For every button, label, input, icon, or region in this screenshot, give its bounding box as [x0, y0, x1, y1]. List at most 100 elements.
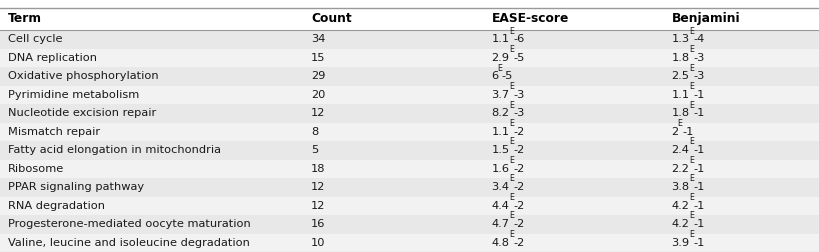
Text: 1.8: 1.8 [672, 108, 690, 118]
Text: 4.4: 4.4 [491, 201, 509, 211]
Text: E: E [690, 138, 695, 146]
Bar [0, 86, 819, 104]
Text: Fatty acid elongation in mitochondria: Fatty acid elongation in mitochondria [8, 145, 221, 155]
Bar [0, 197, 819, 215]
Text: -3: -3 [694, 53, 705, 63]
Text: E: E [690, 174, 695, 183]
Text: PPAR signaling pathway: PPAR signaling pathway [8, 182, 144, 192]
Bar [0, 178, 819, 197]
Text: E: E [690, 64, 695, 73]
Text: 3.7: 3.7 [491, 90, 509, 100]
Text: E: E [509, 193, 514, 202]
Text: -3: -3 [514, 108, 525, 118]
Text: -1: -1 [694, 201, 705, 211]
Text: 3.8: 3.8 [672, 182, 690, 192]
Text: 18: 18 [311, 164, 326, 174]
Text: 4.7: 4.7 [491, 219, 509, 229]
Text: 1.8: 1.8 [672, 53, 690, 63]
Text: E: E [509, 156, 514, 165]
Text: -2: -2 [514, 238, 525, 248]
Text: 2.5: 2.5 [672, 71, 690, 81]
Text: E: E [509, 45, 514, 54]
Text: 2.2: 2.2 [672, 164, 690, 174]
Text: -4: -4 [694, 35, 705, 45]
Text: -1: -1 [694, 164, 705, 174]
Bar [0, 30, 819, 49]
Text: 4.2: 4.2 [672, 201, 690, 211]
Text: 12: 12 [311, 182, 326, 192]
Text: -2: -2 [514, 219, 525, 229]
Bar [0, 141, 819, 160]
Text: E: E [509, 138, 514, 146]
Text: 1.6: 1.6 [491, 164, 509, 174]
Text: 15: 15 [311, 53, 326, 63]
Bar [0, 160, 819, 178]
Bar [0, 67, 819, 86]
Text: -1: -1 [694, 90, 705, 100]
Bar [0, 49, 819, 67]
Text: E: E [690, 193, 695, 202]
Text: Count: Count [311, 12, 352, 25]
Text: E: E [509, 27, 514, 36]
Text: 1.1: 1.1 [672, 90, 690, 100]
Text: E: E [690, 230, 695, 239]
Text: 4.8: 4.8 [491, 238, 509, 248]
Text: 2.9: 2.9 [491, 53, 509, 63]
Text: 3.4: 3.4 [491, 182, 509, 192]
Text: Term: Term [8, 12, 43, 25]
Text: Pyrimidine metabolism: Pyrimidine metabolism [8, 90, 139, 100]
Text: E: E [509, 211, 514, 220]
Text: -1: -1 [694, 182, 705, 192]
Text: 10: 10 [311, 238, 326, 248]
Text: Mismatch repair: Mismatch repair [8, 127, 100, 137]
Text: 1.1: 1.1 [491, 35, 509, 45]
Text: Nucleotide excision repair: Nucleotide excision repair [8, 108, 156, 118]
Text: -1: -1 [694, 219, 705, 229]
Text: E: E [690, 45, 695, 54]
Text: E: E [497, 64, 502, 73]
Text: E: E [677, 119, 682, 128]
Text: 34: 34 [311, 35, 326, 45]
Text: -1: -1 [694, 238, 705, 248]
Text: E: E [690, 101, 695, 110]
Text: 1.5: 1.5 [491, 145, 509, 155]
Text: -2: -2 [514, 127, 525, 137]
Text: Ribosome: Ribosome [8, 164, 65, 174]
Text: E: E [690, 156, 695, 165]
Text: 29: 29 [311, 71, 326, 81]
Text: 2: 2 [672, 127, 679, 137]
Text: RNA degradation: RNA degradation [8, 201, 105, 211]
Text: E: E [690, 211, 695, 220]
Text: -5: -5 [502, 71, 514, 81]
Text: DNA replication: DNA replication [8, 53, 97, 63]
Text: 6: 6 [491, 71, 499, 81]
Bar [0, 8, 819, 30]
Text: 16: 16 [311, 219, 326, 229]
Text: E: E [690, 82, 695, 91]
Text: 2.4: 2.4 [672, 145, 690, 155]
Text: Valine, leucine and isoleucine degradation: Valine, leucine and isoleucine degradati… [8, 238, 250, 248]
Text: E: E [509, 101, 514, 110]
Text: Oxidative phosphorylation: Oxidative phosphorylation [8, 71, 159, 81]
Text: -6: -6 [514, 35, 525, 45]
Text: Cell cycle: Cell cycle [8, 35, 63, 45]
Text: 1.3: 1.3 [672, 35, 690, 45]
Text: -3: -3 [514, 90, 525, 100]
Text: -2: -2 [514, 182, 525, 192]
Text: E: E [509, 174, 514, 183]
Text: 12: 12 [311, 108, 326, 118]
Text: Progesterone-mediated oocyte maturation: Progesterone-mediated oocyte maturation [8, 219, 251, 229]
Bar [0, 123, 819, 141]
Text: 20: 20 [311, 90, 326, 100]
Text: 1.1: 1.1 [491, 127, 509, 137]
Text: 3.9: 3.9 [672, 238, 690, 248]
Text: -1: -1 [694, 108, 705, 118]
Text: 4.2: 4.2 [672, 219, 690, 229]
Text: E: E [509, 82, 514, 91]
Text: E: E [509, 230, 514, 239]
Text: Benjamini: Benjamini [672, 12, 740, 25]
Bar [0, 234, 819, 252]
Text: 8.2: 8.2 [491, 108, 509, 118]
Text: -1: -1 [682, 127, 694, 137]
Text: E: E [509, 119, 514, 128]
